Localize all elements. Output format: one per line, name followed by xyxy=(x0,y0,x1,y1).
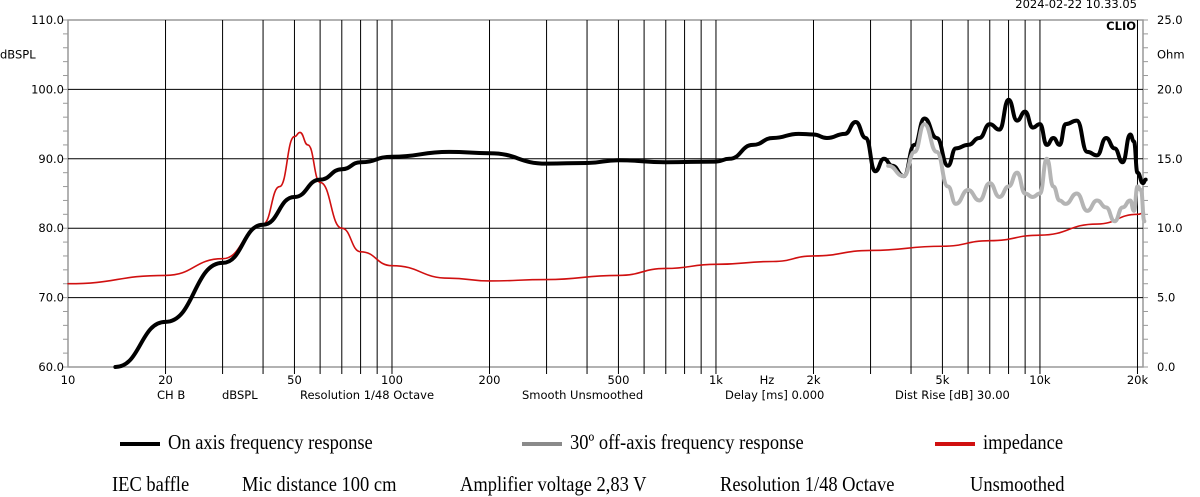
plot-frame xyxy=(67,19,1144,368)
condition-smoothing: Unsmoothed xyxy=(970,472,1065,496)
x-axis-tick-label: 10k xyxy=(1029,373,1051,387)
x-axis-tick-label: 2k xyxy=(807,373,821,387)
left-axis-tick-label: 80.0 xyxy=(38,221,64,235)
legend-swatch-off-axis xyxy=(522,442,562,446)
info-line-item: dBSPL xyxy=(222,388,258,402)
x-axis-tick-label: 5k xyxy=(935,373,949,387)
right-axis-tick-label: 20.0 xyxy=(1157,82,1183,96)
info-line-item: Smooth Unsmoothed xyxy=(522,388,643,402)
condition-baffle: IEC baffle xyxy=(112,472,190,496)
right-axis-tick-label: 15.0 xyxy=(1157,152,1183,166)
left-axis-tick-label: 110.0 xyxy=(31,13,64,27)
x-axis-unit: Hz xyxy=(760,373,775,387)
right-axis-tick-label: 10.0 xyxy=(1157,221,1183,235)
left-axis-tick-label: 90.0 xyxy=(38,152,64,166)
x-axis-tick-label: 1k xyxy=(709,373,723,387)
left-axis-tick-label: 60.0 xyxy=(38,360,64,374)
condition-amp-voltage: Amplifier voltage 2,83 V xyxy=(460,472,647,496)
legend-off-axis: 30º off-axis frequency response xyxy=(570,430,804,454)
series-line-off-axis xyxy=(886,122,1147,224)
right-axis-unit: Ohm xyxy=(1157,48,1185,62)
frequency-response-chart: 60.0 70.0 80.0 90.0 100.0 110.0 0.0 5.0 10.0 15.0… xyxy=(0,0,1185,402)
x-axis-tick-label: 500 xyxy=(607,373,629,387)
right-axis-tick-label: 0.0 xyxy=(1157,360,1175,374)
right-axis-tick-label: 5.0 xyxy=(1157,291,1175,305)
info-line-item: Resolution 1/48 Octave xyxy=(300,388,434,402)
info-line-item: Dist Rise [dB] 30.00 xyxy=(895,388,1010,402)
timestamp: 2024-02-22 10.33.05 xyxy=(1015,0,1137,11)
x-axis-tick-label: 20k xyxy=(1127,373,1149,387)
series-line-impedance xyxy=(67,131,1146,285)
info-line-item: CH B xyxy=(157,388,185,402)
condition-resolution: Resolution 1/48 Octave xyxy=(720,472,895,496)
condition-mic-distance: Mic distance 100 cm xyxy=(242,472,397,496)
x-axis-tick-label: 10 xyxy=(61,373,76,387)
legend-impedance: impedance xyxy=(983,430,1064,454)
x-axis-tick-label: 200 xyxy=(479,373,501,387)
x-axis-tick-label: 100 xyxy=(381,373,403,387)
x-axis-tick-label: 50 xyxy=(287,373,302,387)
left-axis-unit: dBSPL xyxy=(0,48,36,62)
left-axis-tick-label: 70.0 xyxy=(38,291,64,305)
x-axis-tick-label: 20 xyxy=(158,373,173,387)
legend-on-axis: On axis frequency response xyxy=(168,430,373,454)
right-axis-tick-label: 25.0 xyxy=(1157,13,1183,27)
info-line-item: Delay [ms] 0.000 xyxy=(725,388,824,402)
series-line-on-axis xyxy=(113,97,1148,369)
legend-swatch-impedance xyxy=(935,442,975,446)
left-axis-tick-label: 100.0 xyxy=(31,82,64,96)
legend-swatch-on-axis xyxy=(120,442,160,446)
clio-label: CLIO xyxy=(1106,19,1136,33)
